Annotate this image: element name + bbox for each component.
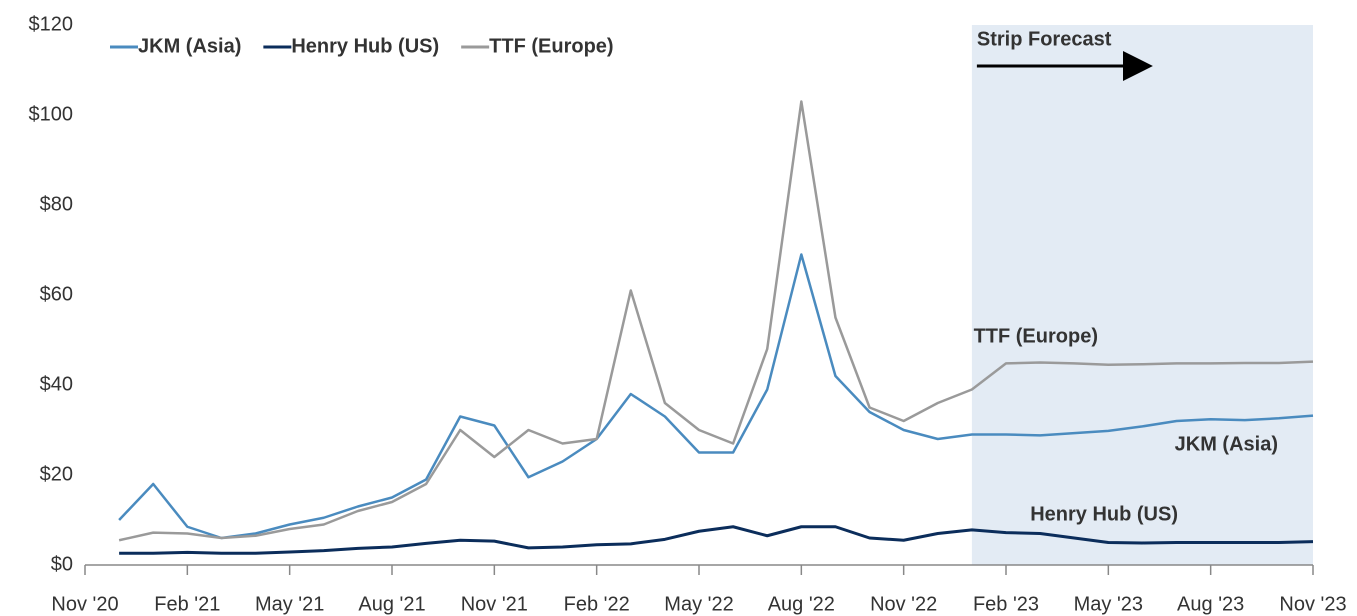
x-tick-label: May '21 xyxy=(255,593,324,615)
x-tick-label: Nov '22 xyxy=(870,593,937,615)
y-tick-label: $60 xyxy=(40,283,73,305)
legend-label: TTF (Europe) xyxy=(489,35,613,57)
y-tick-label: $100 xyxy=(29,103,74,125)
x-tick-label: Feb '22 xyxy=(564,593,630,615)
y-tick-label: $80 xyxy=(40,193,73,215)
legend-label: JKM (Asia) xyxy=(138,35,241,57)
x-tick-label: Aug '23 xyxy=(1177,593,1244,615)
annotation: Strip Forecast xyxy=(977,28,1112,50)
x-tick-label: May '23 xyxy=(1074,593,1143,615)
series-line xyxy=(119,525,1314,555)
series-line xyxy=(118,253,1314,540)
legend-label: Henry Hub (US) xyxy=(291,35,439,57)
x-tick-label: Aug '21 xyxy=(358,593,425,615)
x-tick-label: Feb '23 xyxy=(973,593,1039,615)
series-line xyxy=(118,100,1314,542)
x-tick-label: Nov '20 xyxy=(51,593,118,615)
series-end-label: JKM (Asia) xyxy=(1175,433,1278,455)
x-tick-label: Aug '22 xyxy=(768,593,835,615)
y-tick-label: $120 xyxy=(29,13,74,35)
y-tick-label: $40 xyxy=(40,373,73,395)
x-tick-label: Nov '23 xyxy=(1279,593,1346,615)
x-tick-label: Nov '21 xyxy=(461,593,528,615)
x-tick-label: Feb '21 xyxy=(154,593,220,615)
y-tick-label: $0 xyxy=(51,553,73,575)
forecast-region xyxy=(971,25,1313,565)
y-tick-label: $20 xyxy=(40,463,73,485)
x-tick-label: May '22 xyxy=(664,593,733,615)
series-end-label: Henry Hub (US) xyxy=(1030,503,1178,525)
series-end-label: TTF (Europe) xyxy=(974,325,1098,347)
